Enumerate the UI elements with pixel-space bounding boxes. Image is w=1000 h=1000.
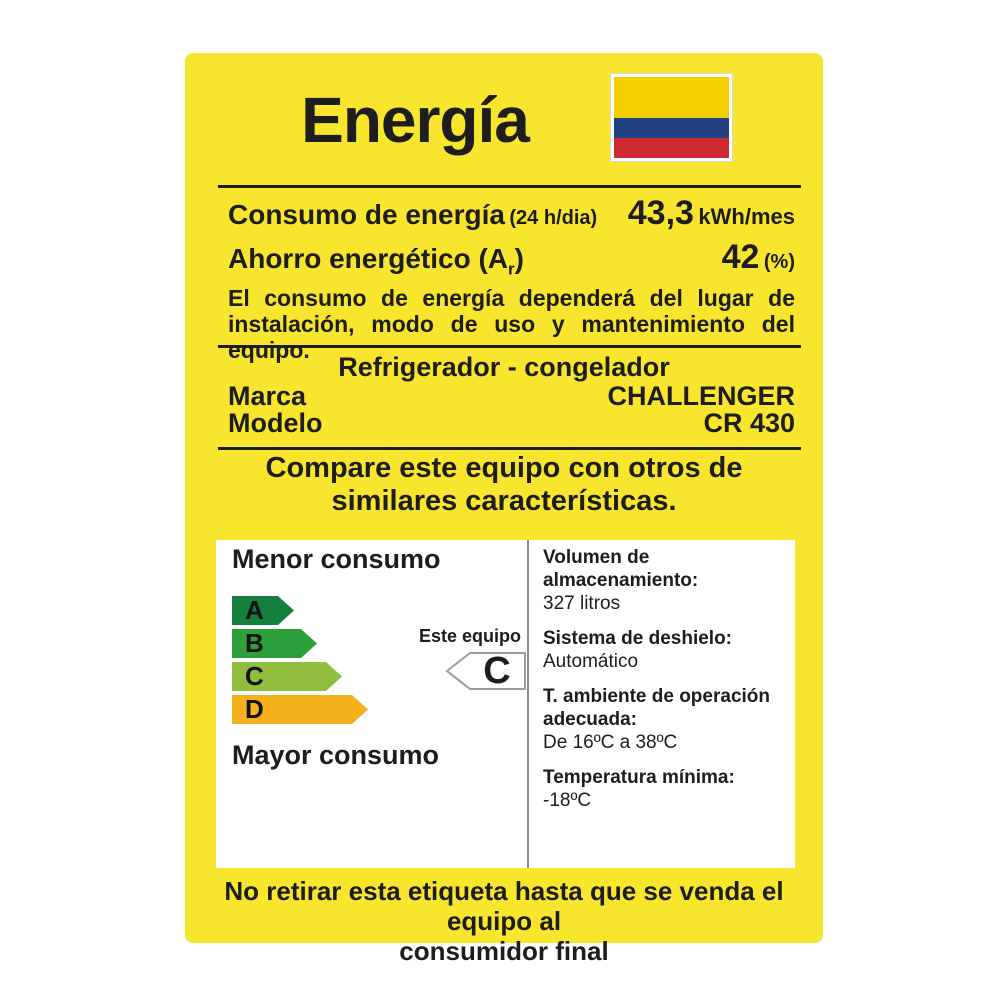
grade-b-arrow: B [232,629,317,658]
energy-savings-row: Ahorro energético (Ar) 42 (%) [228,238,795,280]
brand-label: Marca [228,381,307,411]
compare-line-2: similares características. [331,485,677,517]
rating-arrow-shape [445,652,526,690]
vertical-divider [527,540,529,868]
spec-item-defrost: Sistema de deshielo: Automático [543,628,733,672]
model-label: Modelo [228,408,323,438]
divider-rule-bottom [218,447,801,450]
disclaimer-line-2: instalación, modo de uso y mantenimiento… [228,311,795,363]
energy-label: Energía Consumo de energía (24 h/dia) 43… [185,53,823,966]
divider-rule-middle [218,345,801,348]
mayor-consumo-label: Mayor consumo [232,740,440,770]
model-row: Modelo CR 430 [228,408,795,439]
brand-row: Marca CHALLENGER [228,381,795,412]
efficiency-scale: A B C D [232,596,368,728]
brand-value: CHALLENGER [607,381,796,411]
divider-rule-top [218,185,801,188]
do-not-remove-note: No retirar esta etiqueta hasta que se ve… [205,876,803,966]
energy-consumption-row: Consumo de energía (24 h/dia) 43,3 kWh/m… [228,194,795,233]
product-type: Refrigerador - congelador [338,352,670,382]
model-value: CR 430 [703,408,795,438]
flag-red-stripe [614,137,729,158]
energy-savings-value: 42 (%) [721,238,795,276]
energy-savings-label: Ahorro energético (Ar) [228,243,524,279]
specs-panel: Volumen de almacenamiento: 327 litros Si… [543,546,789,824]
disclaimer-line-1: El consumo de energía dependerá del luga… [228,285,795,311]
colombia-flag-stripes [614,77,729,158]
spec-item-volume: Volumen de almacenamiento: 327 litros [543,547,699,614]
colombia-flag-icon [610,73,733,162]
grade-c-arrow: C [232,662,342,691]
compare-line-1: Compare este equipo con otros de [265,452,743,484]
flag-blue-stripe [614,117,729,138]
note-line-2: consumidor final [399,936,609,966]
disclaimer-text: El consumo de energía dependerá del luga… [228,285,795,363]
este-equipo-label: Este equipo [418,626,521,646]
menor-consumo-label: Menor consumo [232,544,441,574]
device-rating-value: C [483,650,511,692]
label-title: Energía [301,84,530,156]
flag-yellow-stripe [614,77,729,118]
this-device-rating-arrow: C [445,651,527,691]
energy-consumption-value: 43,3 kWh/mes [627,194,795,232]
note-line-1: No retirar esta etiqueta hasta que se ve… [224,876,784,936]
spec-item-min-temp: Temperatura mínima: -18ºC [543,767,735,811]
spec-item-ambient-temp: T. ambiente de operación adecuada: De 16… [543,686,770,753]
energy-consumption-label: Consumo de energía (24 h/dia) [228,199,598,230]
grade-a-arrow: A [232,596,294,625]
grade-d-arrow: D [232,695,368,724]
comparison-box: Menor consumo A B C D Mayor consumo Este… [216,540,795,868]
subscript-r: r [508,259,515,279]
compare-text: Compare este equipo con otros de similar… [185,452,823,518]
